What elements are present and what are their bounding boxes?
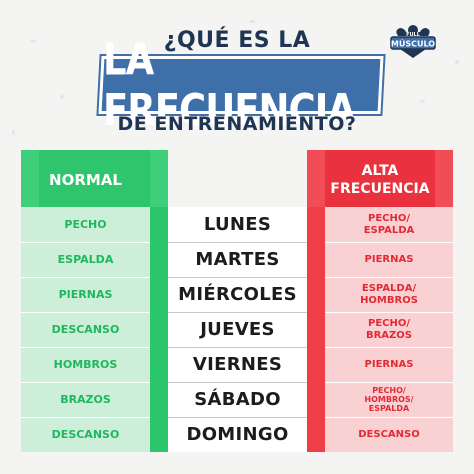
row-divider <box>168 242 307 243</box>
row-divider <box>325 417 453 418</box>
logo-text-musculo: MÚSCULO <box>391 38 435 49</box>
row-divider <box>325 242 453 243</box>
alta-cell-line: HOMBROS/ <box>364 395 414 404</box>
alta-cell-line: ESPALDA <box>368 404 410 413</box>
alta-cell-line: ESPALDA/ <box>361 282 417 294</box>
row-divider <box>325 382 453 383</box>
alta-cell-line: BRAZOS <box>365 329 412 341</box>
day-cell: LUNES <box>203 214 272 235</box>
normal-header-label: NORMAL <box>49 171 122 189</box>
day-cell: MARTES <box>195 249 280 270</box>
title-line-1: ¿QUÉ ES LA <box>163 28 311 53</box>
background-speckle <box>12 130 15 135</box>
normal-cell: DESCANSO <box>51 323 120 336</box>
background-speckle <box>30 40 36 43</box>
full-musculo-logo: FULL MÚSCULO <box>390 25 436 58</box>
row-divider <box>325 347 453 348</box>
normal-cell: BRAZOS <box>60 393 111 406</box>
normal-header <box>21 150 168 207</box>
day-cell: VIERNES <box>192 354 283 375</box>
alta-cell: DESCANSO <box>325 417 453 452</box>
row-divider <box>168 417 307 418</box>
alta-cell-line: PIERNAS <box>364 253 414 265</box>
background-speckle <box>250 20 255 23</box>
row-divider <box>168 277 307 278</box>
alta-cell: ESPALDA/HOMBROS <box>325 277 453 312</box>
alta-header <box>307 150 453 207</box>
alta-cell: PIERNAS <box>325 347 453 382</box>
normal-cell: PIERNAS <box>58 288 113 301</box>
row-divider <box>168 312 307 313</box>
row-divider <box>21 277 150 278</box>
day-cell: JUEVES <box>200 319 275 340</box>
day-cell: DOMINGO <box>186 424 289 445</box>
day-cell: SÁBADO <box>194 389 281 410</box>
row-divider <box>21 382 150 383</box>
alta-cell-line: PIERNAS <box>364 358 414 370</box>
alta-cell: PECHO/BRAZOS <box>325 312 453 347</box>
logo-text-full: FULL <box>406 32 421 38</box>
day-column-bg <box>168 207 307 452</box>
normal-cell: HOMBROS <box>53 358 118 371</box>
alta-cell-line: ESPALDA <box>363 224 415 236</box>
row-divider <box>21 417 150 418</box>
alta-cell-line: PECHO/ <box>372 386 406 395</box>
row-divider <box>168 347 307 348</box>
background-speckle <box>60 95 64 99</box>
day-cell: MIÉRCOLES <box>178 284 297 305</box>
row-divider <box>325 277 453 278</box>
alta-cell-line: HOMBROS <box>360 294 418 306</box>
alta-cell-line: PECHO/ <box>367 212 411 224</box>
title-line-3: DE ENTRENAMIENTO? <box>117 113 357 135</box>
alta-column-stripe <box>307 207 325 452</box>
normal-cell: ESPALDA <box>57 253 114 266</box>
alta-header-line-2: FRECUENCIA <box>330 181 430 197</box>
normal-cell: DESCANSO <box>51 428 120 441</box>
muscle-man-icon <box>396 25 430 36</box>
alta-cell: PECHO/HOMBROS/ESPALDA <box>325 382 453 417</box>
row-divider <box>21 242 150 243</box>
alta-cell-line: DESCANSO <box>358 428 420 440</box>
alta-cell: PIERNAS <box>325 242 453 277</box>
row-divider <box>21 347 150 348</box>
alta-cell-line: PECHO/ <box>367 317 411 329</box>
alta-header-line-1: ALTA <box>361 163 399 179</box>
alta-cell: PECHO/ESPALDA <box>325 207 453 242</box>
row-divider <box>325 312 453 313</box>
normal-cell: PECHO <box>64 218 107 231</box>
row-divider <box>21 312 150 313</box>
row-divider <box>168 382 307 383</box>
background-speckle <box>455 60 459 64</box>
normal-column-stripe <box>150 207 168 452</box>
background-speckle <box>420 100 425 103</box>
alta-header-label: ALTA FRECUENCIA <box>307 162 453 198</box>
title-banner: LA FRECUENCIA <box>98 34 384 136</box>
